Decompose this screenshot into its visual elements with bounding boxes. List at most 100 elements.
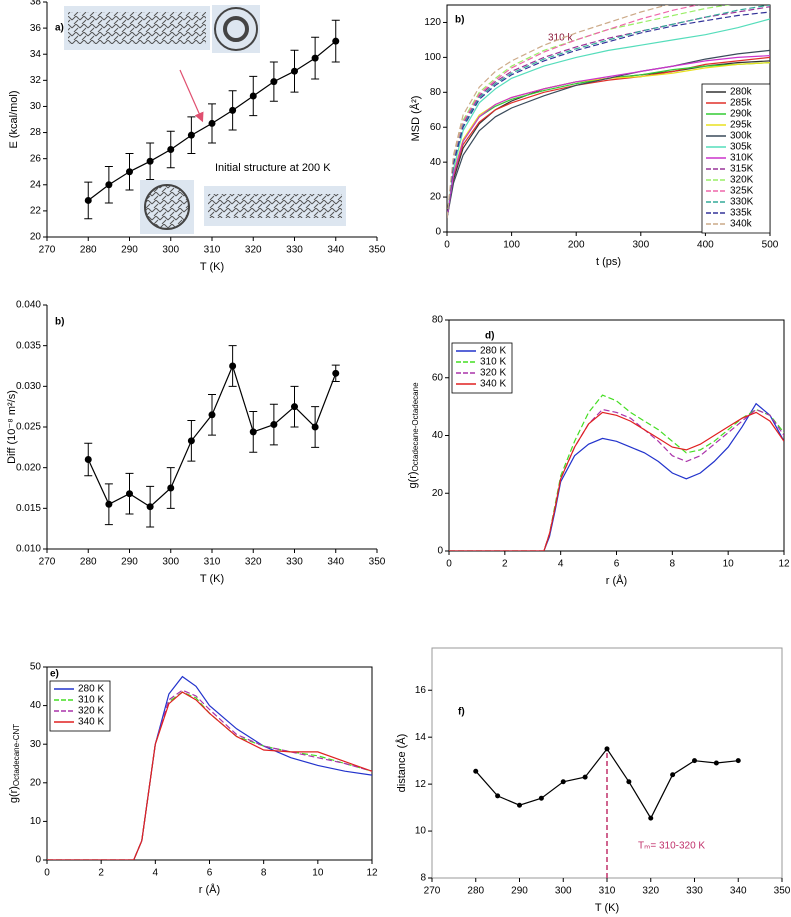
data-point	[187, 131, 195, 139]
series-line	[47, 691, 372, 860]
y-tick-label: 16	[415, 685, 427, 696]
y-axis-label-sub: Octadecane-Octadecane	[411, 382, 420, 471]
series-line	[447, 18, 770, 219]
series-line	[87, 364, 337, 508]
x-axis-label: r (Å)	[606, 574, 627, 587]
x-tick-label: 280	[80, 245, 97, 256]
x-tick-label: 12	[366, 868, 378, 879]
data-point	[229, 106, 237, 114]
legend-label: 320 K	[480, 368, 506, 379]
legend-label: 340k	[730, 219, 753, 230]
data-point	[495, 793, 501, 799]
annotation: 310 k	[548, 33, 573, 44]
legend-label: 290k	[730, 109, 753, 120]
x-tick-label: 350	[774, 886, 791, 897]
x-tick-label: 4	[153, 868, 159, 879]
data-point	[167, 484, 175, 492]
x-tick-label: 300	[162, 557, 179, 568]
x-tick-label: 280	[80, 557, 97, 568]
y-tick-label: 12	[415, 779, 427, 790]
series-line	[447, 5, 670, 219]
snapshot-molecules	[208, 194, 342, 218]
data-point	[735, 758, 741, 764]
data-point	[291, 403, 298, 411]
x-tick-label: 330	[286, 557, 303, 568]
snapshot	[212, 5, 260, 53]
x-tick-label: 200	[568, 240, 585, 251]
x-tick-label: 320	[245, 557, 262, 568]
x-tick-label: 330	[286, 245, 303, 256]
legend-label: 280 K	[78, 684, 104, 695]
data-point	[126, 168, 133, 176]
y-tick-label: 20	[430, 192, 442, 203]
nanotube	[214, 7, 258, 51]
y-tick-label: 0	[437, 546, 443, 557]
y-tick-label: 14	[415, 732, 427, 743]
legend-label: 295k	[730, 120, 753, 131]
data-point	[311, 54, 319, 62]
data-point	[332, 37, 340, 45]
y-tick-label: 38	[30, 0, 42, 8]
y-tick-label: 22	[30, 206, 42, 217]
data-point	[187, 437, 195, 445]
series-line	[449, 394, 784, 551]
y-axis-label-sub: Octadecane-CNT	[12, 724, 21, 786]
y-tick-label: 30	[30, 739, 42, 750]
y-axis-label-main: distance (Å)	[395, 734, 408, 793]
legend-label: 320 K	[78, 706, 104, 717]
y-axis-label: MSD (Å²)	[409, 96, 422, 142]
data-point	[311, 423, 319, 431]
data-point	[626, 779, 632, 785]
x-tick-label: 300	[632, 240, 649, 251]
legend-label: 315K	[730, 164, 754, 175]
y-tick-label: 32	[30, 75, 42, 86]
y-tick-label: 0	[35, 855, 41, 866]
y-axis-label-main: g(r)	[8, 786, 20, 803]
y-tick-label: 40	[30, 700, 42, 711]
series-line	[447, 55, 770, 219]
x-tick-label: 270	[39, 245, 56, 256]
x-tick-label: 6	[614, 559, 620, 570]
data-point	[270, 421, 278, 429]
x-tick-label: 310	[204, 557, 221, 568]
x-tick-label: 340	[327, 245, 344, 256]
y-axis-label-main: g(r)	[407, 471, 419, 488]
panel-label: a)	[55, 23, 64, 34]
arrow	[179, 69, 204, 123]
legend-label: 325K	[730, 186, 754, 197]
data-point	[249, 428, 257, 436]
y-tick-label: 40	[430, 157, 442, 168]
data-point	[648, 815, 654, 821]
data-point	[332, 369, 340, 377]
y-tick-label: 0.035	[16, 340, 41, 351]
series-line	[449, 411, 784, 551]
nanotube	[144, 184, 190, 230]
x-tick-label: 0	[444, 240, 450, 251]
y-tick-label: 60	[430, 122, 442, 133]
y-tick-label: 0	[435, 227, 441, 238]
nanotube-core	[223, 16, 249, 42]
x-tick-label: 8	[670, 559, 676, 570]
x-tick-label: 100	[503, 240, 520, 251]
series-line	[475, 747, 739, 820]
series-line	[449, 408, 784, 551]
x-axis-label: T (K)	[200, 261, 224, 273]
data-point	[692, 758, 697, 764]
x-tick-label: 6	[207, 868, 213, 879]
x-axis-label: r (Å)	[199, 883, 220, 896]
series-line	[447, 5, 701, 219]
x-tick-label: 4	[558, 559, 564, 570]
panel-label: e)	[50, 669, 59, 680]
y-tick-label: 0.030	[16, 381, 41, 392]
x-tick-label: 300	[162, 245, 179, 256]
data-point	[208, 411, 216, 419]
y-tick-label: 10	[30, 816, 42, 827]
x-tick-label: 340	[730, 886, 747, 897]
y-tick-label: 10	[415, 826, 427, 837]
x-tick-label: 310	[599, 886, 616, 897]
x-tick-label: 0	[44, 868, 50, 879]
data-point	[84, 456, 92, 464]
data-point	[538, 795, 544, 801]
x-tick-label: 290	[121, 557, 138, 568]
legend-label: 280 K	[480, 346, 506, 357]
